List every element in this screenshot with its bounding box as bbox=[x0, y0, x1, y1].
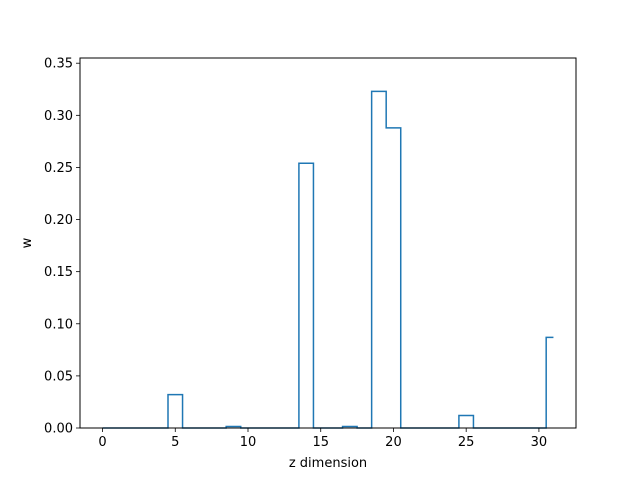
x-tick-label: 10 bbox=[240, 435, 257, 450]
x-tick-label: 5 bbox=[171, 435, 179, 450]
plot-frame bbox=[79, 57, 577, 429]
x-tick-label: 30 bbox=[531, 435, 548, 450]
y-ticks: 0.00 0.05 0.10 0.15 0.20 0.25 0.30 0.35 bbox=[44, 57, 80, 437]
x-tick-label: 25 bbox=[458, 435, 475, 450]
plot-background bbox=[80, 58, 576, 428]
x-tick-label: 0 bbox=[98, 435, 106, 450]
x-tick-label: 15 bbox=[312, 435, 329, 450]
y-axis-label: w bbox=[20, 237, 35, 248]
x-axis-label: z dimension bbox=[289, 456, 367, 471]
x-ticks: 0 5 10 15 20 25 30 bbox=[98, 428, 547, 450]
y-tick-label: 0.00 bbox=[44, 422, 73, 437]
x-tick-label: 20 bbox=[385, 435, 402, 450]
y-tick-label: 0.05 bbox=[44, 369, 73, 384]
y-tick-label: 0.35 bbox=[44, 57, 73, 72]
y-tick-label: 0.25 bbox=[44, 161, 73, 176]
y-tick-label: 0.30 bbox=[44, 109, 73, 124]
y-tick-label: 0.15 bbox=[44, 265, 73, 280]
y-tick-label: 0.20 bbox=[44, 213, 73, 228]
y-tick-label: 0.10 bbox=[44, 317, 73, 332]
